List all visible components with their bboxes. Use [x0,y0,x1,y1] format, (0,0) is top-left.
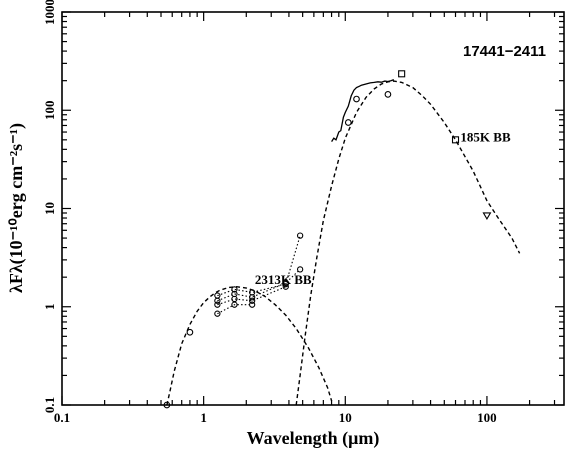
point-photometry-epoch-1 [296,232,304,239]
point-photometry-epoch-2 [296,266,304,273]
series-photometry-epoch-3 [217,286,287,306]
point-photometry-epoch-3 [282,283,289,290]
photometry-point [344,119,352,126]
x-tick-label: 10 [339,410,352,425]
point-photometry-epoch-3 [248,297,256,304]
x-tick-label: 0.1 [54,410,70,425]
point-photometry-epoch-4 [248,301,256,308]
iras-point [451,136,460,144]
point-photometry-epoch-1 [214,292,221,299]
y-tick-label: 0.1 [42,397,57,413]
point-photometry-epoch-2 [214,297,221,304]
object-name: 17441−2411 [463,43,546,60]
y-tick-label: 1 [42,304,57,311]
x-tick-label: 1 [200,410,207,425]
series-iras-lrs-spectrum [331,78,395,142]
point-photometry-epoch-4 [231,301,238,308]
point-photometry-epoch-1 [231,286,238,293]
curves-layer [166,78,521,405]
plot-frame [61,11,565,406]
series-photometry-epoch-2 [217,269,301,302]
label-2313k-bb: 2313K BB [255,272,312,287]
series-photometry-epoch-1 [217,235,301,297]
x-axis-title: Wavelength (μm) [247,428,380,449]
photometry-point [186,328,194,336]
photometry-point [384,91,392,98]
point-photometry-epoch-3 [214,301,221,308]
point-photometry-epoch-4 [214,310,221,317]
series-photometry-epoch-4 [217,304,253,315]
y-tick-label: 100 [42,101,57,121]
x-axis: 0.1 1 10 100 [54,12,556,425]
y-axis: 0.1 1 10 100 1000 [42,0,564,413]
y-tick-label: 1000 [42,0,57,25]
upper-limit-marker [482,212,492,221]
photometry-point [353,95,360,103]
annotations-layer: 2313K BB 185K BB [255,130,511,288]
series-185k-bb [295,80,521,405]
x-tick-label: 100 [477,410,497,425]
point-photometry-epoch-2 [282,279,289,287]
point-photometry-epoch-2 [248,294,256,301]
y-tick-label: 10 [42,202,57,215]
label-185k-bb: 185K BB [460,130,511,145]
markers-layer [163,70,492,409]
iras-point [398,70,406,78]
y-axis-title: λFλ(10⁻¹⁰erg cm⁻²s⁻¹) [6,123,27,293]
